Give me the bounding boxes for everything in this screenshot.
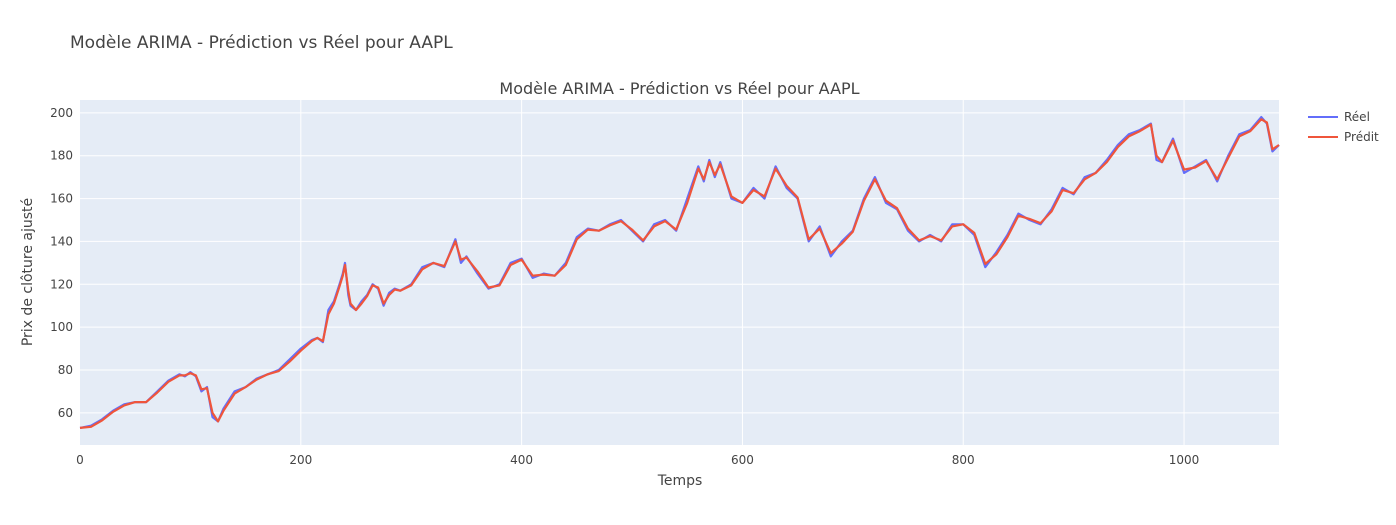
- y-tick-label: 80: [58, 363, 73, 377]
- y-tick-label: 100: [50, 320, 73, 334]
- legend-item-reel[interactable]: Réel: [1308, 107, 1379, 127]
- x-axis-ticks: 0 200 400 600 800 1000: [76, 453, 1199, 467]
- x-tick-label: 1000: [1169, 453, 1200, 467]
- x-tick-label: 200: [289, 453, 312, 467]
- x-tick-label: 600: [731, 453, 754, 467]
- legend-swatch-reel: [1308, 116, 1338, 118]
- x-tick-label: 400: [510, 453, 533, 467]
- y-tick-label: 140: [50, 234, 73, 248]
- series-lines[interactable]: [79, 115, 1280, 429]
- y-tick-label: 200: [50, 106, 73, 120]
- legend-label-reel: Réel: [1344, 110, 1370, 124]
- y-axis-ticks: 60 80 100 120 140 160 180 200: [50, 106, 73, 420]
- legend-label-predit: Prédit: [1344, 130, 1379, 144]
- legend-item-predit[interactable]: Prédit: [1308, 127, 1379, 147]
- page-title: Modèle ARIMA - Prédiction vs Réel pour A…: [70, 33, 453, 53]
- chart-title: Modèle ARIMA - Prédiction vs Réel pour A…: [499, 79, 860, 98]
- y-tick-label: 180: [50, 149, 73, 163]
- y-tick-label: 160: [50, 192, 73, 206]
- x-axis-label: Temps: [657, 473, 703, 489]
- series-line-predit[interactable]: [79, 118, 1280, 429]
- y-tick-label: 60: [58, 406, 73, 420]
- x-tick-label: 0: [76, 453, 84, 467]
- y-tick-label: 120: [50, 277, 73, 291]
- legend-swatch-predit: [1308, 136, 1338, 138]
- legend[interactable]: Réel Prédit: [1308, 107, 1379, 147]
- plot-area[interactable]: [80, 100, 1279, 445]
- y-axis-label: Prix de clôture ajusté: [20, 198, 36, 346]
- x-tick-label: 800: [952, 453, 975, 467]
